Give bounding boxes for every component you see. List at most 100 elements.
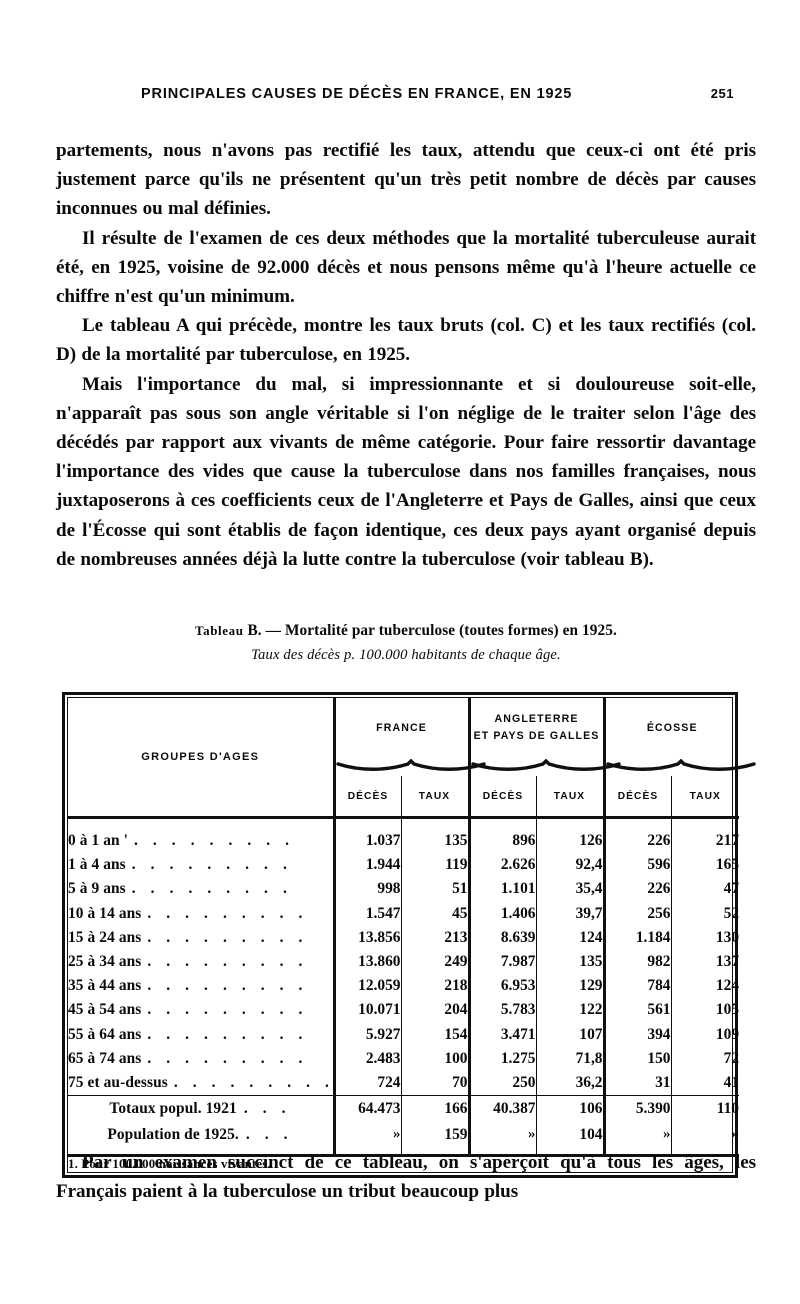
table-totals: Totaux popul. 1921. . . 64.473 166 40.387 10… xyxy=(68,1095,740,1156)
row-value: 124 xyxy=(536,925,606,951)
leader-dots: . . . . . . . . . xyxy=(131,880,293,898)
table-row: 10 à 14 ans. . . . . . . . . 1.547 45 1.406… xyxy=(68,901,739,926)
row-value: 250 xyxy=(469,1071,537,1096)
header-country-angleterre-line2: ET PAYS DE GALLES xyxy=(473,730,600,742)
row-value: 130 xyxy=(715,928,740,946)
ditto-mark: » xyxy=(663,1126,671,1143)
paragraph-2: Il résulte de l'examen de ces deux métho… xyxy=(56,227,756,308)
table-spacer xyxy=(68,816,740,829)
row-value: 1.037 xyxy=(334,829,402,854)
table-header-subcolumns: DÉCÈS TAUX DÉCÈS TAUX DÉCÈS TAUX xyxy=(68,776,739,818)
total-row-value: 40.387 xyxy=(469,1095,537,1122)
row-value: 70 xyxy=(401,1071,471,1096)
header-country-france: FRANCE xyxy=(334,698,471,758)
row-value: 107 xyxy=(536,1022,606,1047)
row-value: 12.059 xyxy=(334,974,402,999)
table-footnote-row: 1. Pour 100.000 naissances vivantes. xyxy=(68,1154,740,1173)
table-row: 75 et au-dessus. . . . . . . . . 724 70 250… xyxy=(68,1071,739,1096)
running-head-title: PRINCIPALES CAUSES DE DÉCÈS EN FRANCE, E… xyxy=(141,86,573,102)
total-row-value: 166 xyxy=(401,1095,471,1122)
row-value: 5.927 xyxy=(334,1022,402,1047)
leader-dots: . . . xyxy=(245,1125,294,1143)
header-france-deces: DÉCÈS xyxy=(334,776,402,818)
table-footnote: 1. Pour 100.000 naissances vivantes. xyxy=(68,1154,740,1173)
total-row-value: » xyxy=(671,1121,740,1147)
header-country-angleterre-line1: ANGLETERRE xyxy=(494,713,579,725)
header-country-france-line1: FRANCE xyxy=(376,721,427,734)
row-value: 226 xyxy=(604,877,672,902)
row-value: 998 xyxy=(334,877,402,902)
table-caption: Tableau B. — Mortalité par tuberculose (… xyxy=(56,622,756,664)
row-value: 7.987 xyxy=(469,950,537,975)
row-value: 35,4 xyxy=(536,877,606,902)
row-value: 13.860 xyxy=(334,950,402,975)
row-value: 1.547 xyxy=(334,901,402,926)
table-row: 5 à 9 ans. . . . . . . . . 998 51 1.101 35,4… xyxy=(68,877,739,902)
closing-paragraph: Par un examen succinct de ce tableau, on… xyxy=(56,1152,756,1203)
table-body: 0 à 1 an '. . . . . . . . . 1.037 135 896 12… xyxy=(68,816,740,1096)
header-france-taux: TAUX xyxy=(401,776,471,818)
table-total-row: Population de 1925.. . .» 159» 104»» xyxy=(68,1121,740,1148)
row-value: 561 xyxy=(604,998,672,1023)
table-inner-frame: GROUPES D'AGES FRANCE ANGLETERRE ET PAYS… xyxy=(67,697,756,1174)
row-value: 13.856 xyxy=(334,925,402,951)
ditto-mark: » xyxy=(393,1126,401,1143)
header-angleterre-taux: TAUX xyxy=(536,776,606,818)
row-value: 109 xyxy=(715,1025,740,1043)
total-row-value: 5.390 xyxy=(604,1095,672,1122)
row-value: 45 xyxy=(401,901,471,926)
row-value: 154 xyxy=(401,1022,471,1047)
row-value: 31 xyxy=(604,1071,672,1096)
leader-dots: . . . . . . . . . xyxy=(147,1025,308,1043)
row-age-label: 25 à 34 ans. . . . . . . . . xyxy=(68,950,336,975)
row-value: 126 xyxy=(536,829,606,854)
row-value: 1.184 xyxy=(604,925,672,951)
leader-dots: . . . . . . . . . xyxy=(147,953,308,971)
row-value: 119 xyxy=(401,853,471,878)
row-value: 2.483 xyxy=(334,1046,402,1072)
table-row: 15 à 24 ans. . . . . . . . . 13.856 213 8.6… xyxy=(68,925,740,951)
total-row-value: 104 xyxy=(536,1121,606,1148)
row-value: 36,2 xyxy=(536,1071,606,1096)
row-age-label: 15 à 24 ans. . . . . . . . . xyxy=(68,925,336,951)
leader-dots: . . . . . . . . . xyxy=(173,1074,335,1092)
paragraph-3: Le tableau A qui précède, montre les tau… xyxy=(56,315,756,366)
total-row-label: Totaux popul. 1921. . . xyxy=(68,1095,336,1122)
table-spacer xyxy=(68,1147,739,1156)
running-head: PRINCIPALES CAUSES DE DÉCÈS EN FRANCE, E… xyxy=(56,86,756,102)
brace-france xyxy=(334,758,486,776)
table-row: 55 à 64 ans. . . . . . . . . 5.927 154 3.47… xyxy=(68,1022,740,1047)
header-ecosse-deces: DÉCÈS xyxy=(604,776,672,818)
table-row: 1 à 4 ans. . . . . . . . . 1.944 119 2.626 9… xyxy=(68,853,739,878)
row-value: 1.944 xyxy=(334,853,402,878)
row-value: 135 xyxy=(536,950,606,975)
table-row: 65 à 74 ans. . . . . . . . . 2.483 100 1.27… xyxy=(68,1046,739,1072)
row-value: 124 xyxy=(715,977,740,995)
brace-angleterre xyxy=(469,758,621,776)
table-row: 25 à 34 ans. . . . . . . . . 13.860 249 7.9… xyxy=(68,950,739,975)
row-value: 129 xyxy=(536,974,606,999)
leader-dots: . . . . . . . . . xyxy=(134,832,295,849)
row-value: 2.626 xyxy=(469,853,537,878)
row-value: 8.639 xyxy=(469,925,537,951)
table-caption-title: Mortalité par tuberculose (toutes formes… xyxy=(285,622,617,639)
header-ecosse-taux: TAUX xyxy=(689,790,721,802)
closing-text: Par un examen succinct de ce tableau, on… xyxy=(56,1148,756,1206)
row-age-label: 65 à 74 ans. . . . . . . . . xyxy=(68,1046,336,1072)
row-value: 122 xyxy=(536,998,606,1023)
leader-dots: . . . . . . . . . xyxy=(147,928,308,946)
table-caption-dash: — xyxy=(265,622,282,639)
row-value: 6.953 xyxy=(469,974,537,999)
row-value: 982 xyxy=(604,950,672,975)
row-age-label: 1 à 4 ans. . . . . . . . . xyxy=(68,853,336,878)
row-value: 71,8 xyxy=(536,1046,606,1072)
table-header-countries: GROUPES D'AGES FRANCE ANGLETERRE ET PAYS… xyxy=(68,698,739,818)
row-value: 784 xyxy=(604,974,672,999)
row-value: 204 xyxy=(401,998,471,1023)
page-number: 251 xyxy=(710,86,734,101)
table-total-row: Totaux popul. 1921. . . 64.473 166 40.387 10… xyxy=(68,1095,740,1122)
total-row-value: » xyxy=(604,1121,672,1148)
row-value: 100 xyxy=(401,1046,471,1072)
leader-dots: . . . . . . . . . xyxy=(147,1001,308,1019)
